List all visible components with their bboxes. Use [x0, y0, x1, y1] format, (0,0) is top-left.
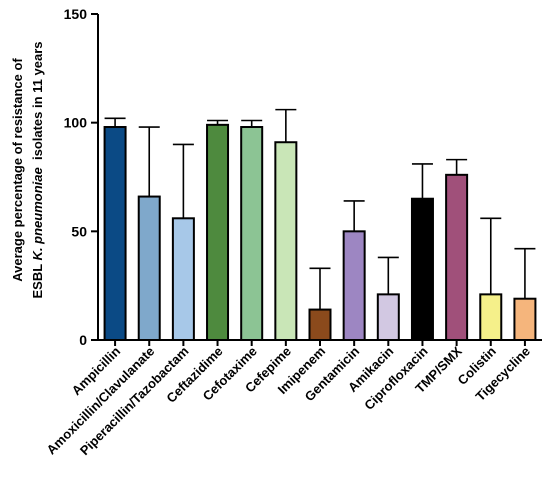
bar	[171, 217, 195, 341]
error-bars	[104, 108, 536, 310]
bar	[376, 293, 400, 341]
bar	[103, 126, 127, 341]
bar	[137, 195, 161, 341]
bar	[342, 230, 366, 341]
bar	[410, 197, 434, 341]
y-axis-label-line2: ESBL K. pneumoniae isolates in 11 years	[30, 42, 45, 299]
bars	[103, 123, 537, 341]
y-axis-label: Average percentage of resistance of ESBL…	[10, 42, 45, 299]
y-tick-label: 0	[79, 332, 87, 348]
x-axis-tick-labels: AmpicillinAmoxicillin/ClavulanatePiperac…	[44, 343, 533, 458]
bar	[206, 123, 230, 341]
y-axis-label-line1: Average percentage of resistance of	[10, 58, 25, 282]
bar	[274, 141, 298, 341]
y-axis-label-italic: K. pneumoniae	[30, 167, 45, 260]
y-axis-label-prefix: ESBL	[30, 260, 45, 298]
bar	[308, 308, 332, 341]
y-tick-label: 50	[71, 223, 87, 239]
y-tick-label: 100	[64, 115, 88, 131]
bar	[445, 173, 469, 341]
bar	[240, 126, 264, 341]
axes: 0 50 100 150	[64, 6, 542, 348]
y-axis-label-suffix: isolates in 11 years	[30, 42, 45, 168]
bar	[513, 297, 537, 341]
y-tick-label: 150	[64, 6, 88, 22]
bar	[479, 293, 503, 341]
